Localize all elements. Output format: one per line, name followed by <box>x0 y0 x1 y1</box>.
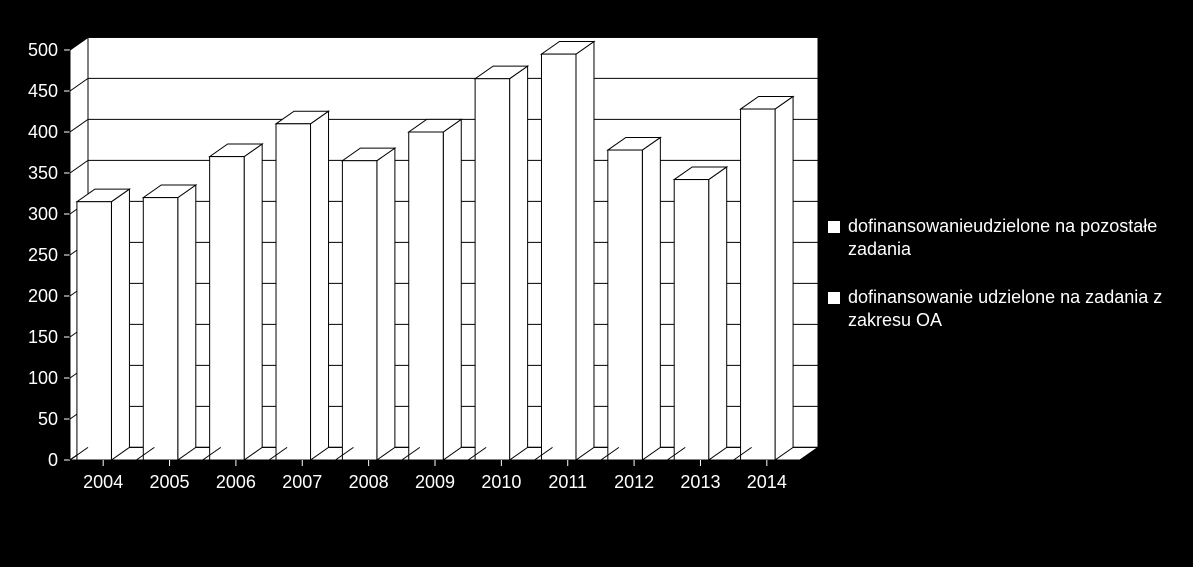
chart-container: 0 50 100 150 200 250 300 350 400 450 500 2004 2005 20… <box>0 0 1193 567</box>
svg-text:300: 300 <box>28 204 58 224</box>
svg-text:2014: 2014 <box>747 472 787 492</box>
svg-text:250: 250 <box>28 245 58 265</box>
svg-text:350: 350 <box>28 163 58 183</box>
svg-text:2013: 2013 <box>680 472 720 492</box>
svg-text:2012: 2012 <box>614 472 654 492</box>
svg-text:2010: 2010 <box>481 472 521 492</box>
svg-text:2011: 2011 <box>548 472 587 492</box>
svg-text:450: 450 <box>28 81 58 101</box>
svg-text:2006: 2006 <box>216 472 256 492</box>
svg-text:50: 50 <box>38 409 58 429</box>
svg-text:200: 200 <box>28 286 58 306</box>
svg-text:400: 400 <box>28 122 58 142</box>
svg-text:150: 150 <box>28 327 58 347</box>
svg-text:2004: 2004 <box>83 472 123 492</box>
legend: dofinansowanieudzielone na pozostałe zad… <box>828 215 1173 357</box>
legend-swatch-icon <box>828 292 840 304</box>
legend-label: dofinansowanieudzielone na pozostałe zad… <box>848 215 1173 262</box>
svg-text:100: 100 <box>28 368 58 388</box>
legend-swatch-icon <box>828 221 840 233</box>
svg-text:2007: 2007 <box>282 472 322 492</box>
legend-item: dofinansowanieudzielone na pozostałe zad… <box>828 215 1173 262</box>
svg-text:2005: 2005 <box>150 472 190 492</box>
legend-label: dofinansowanie udzielone na zadania z za… <box>848 286 1173 333</box>
svg-text:2008: 2008 <box>349 472 389 492</box>
svg-text:0: 0 <box>48 450 58 470</box>
svg-text:2009: 2009 <box>415 472 455 492</box>
legend-item: dofinansowanie udzielone na zadania z za… <box>828 286 1173 333</box>
svg-text:500: 500 <box>28 40 58 60</box>
